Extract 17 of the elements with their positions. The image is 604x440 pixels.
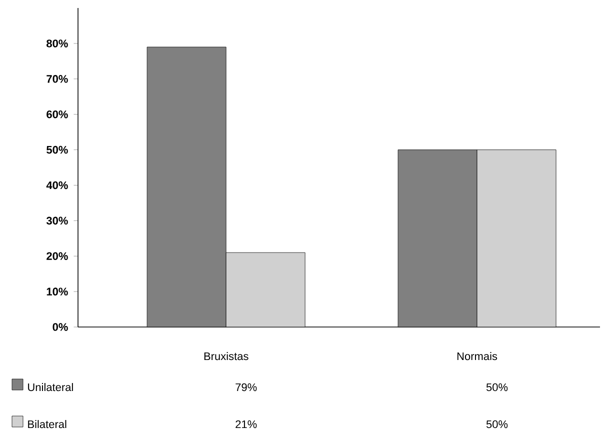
y-tick-label: 60% bbox=[46, 110, 68, 118]
y-tick-label: 70% bbox=[46, 75, 68, 83]
data-label: 21% bbox=[236, 420, 257, 428]
y-tick-label: 40% bbox=[46, 181, 68, 190]
x-tick-label: Bruxistas bbox=[204, 352, 248, 360]
data-label: 79% bbox=[236, 383, 257, 392]
data-label: 50% bbox=[486, 420, 508, 428]
y-tick-label: 10% bbox=[46, 288, 68, 296]
legend-label: Unilateral bbox=[28, 383, 73, 392]
y-tick-label: 20% bbox=[46, 252, 68, 260]
data-label: 50% bbox=[486, 383, 508, 392]
y-tick-label: 80% bbox=[46, 40, 68, 48]
x-tick-label: Normais bbox=[457, 352, 498, 360]
y-tick-label: 50% bbox=[46, 146, 68, 154]
y-tick-label: 0% bbox=[52, 323, 68, 331]
y-tick-label: 30% bbox=[46, 216, 68, 225]
legend-label: Bilateral bbox=[28, 420, 66, 428]
